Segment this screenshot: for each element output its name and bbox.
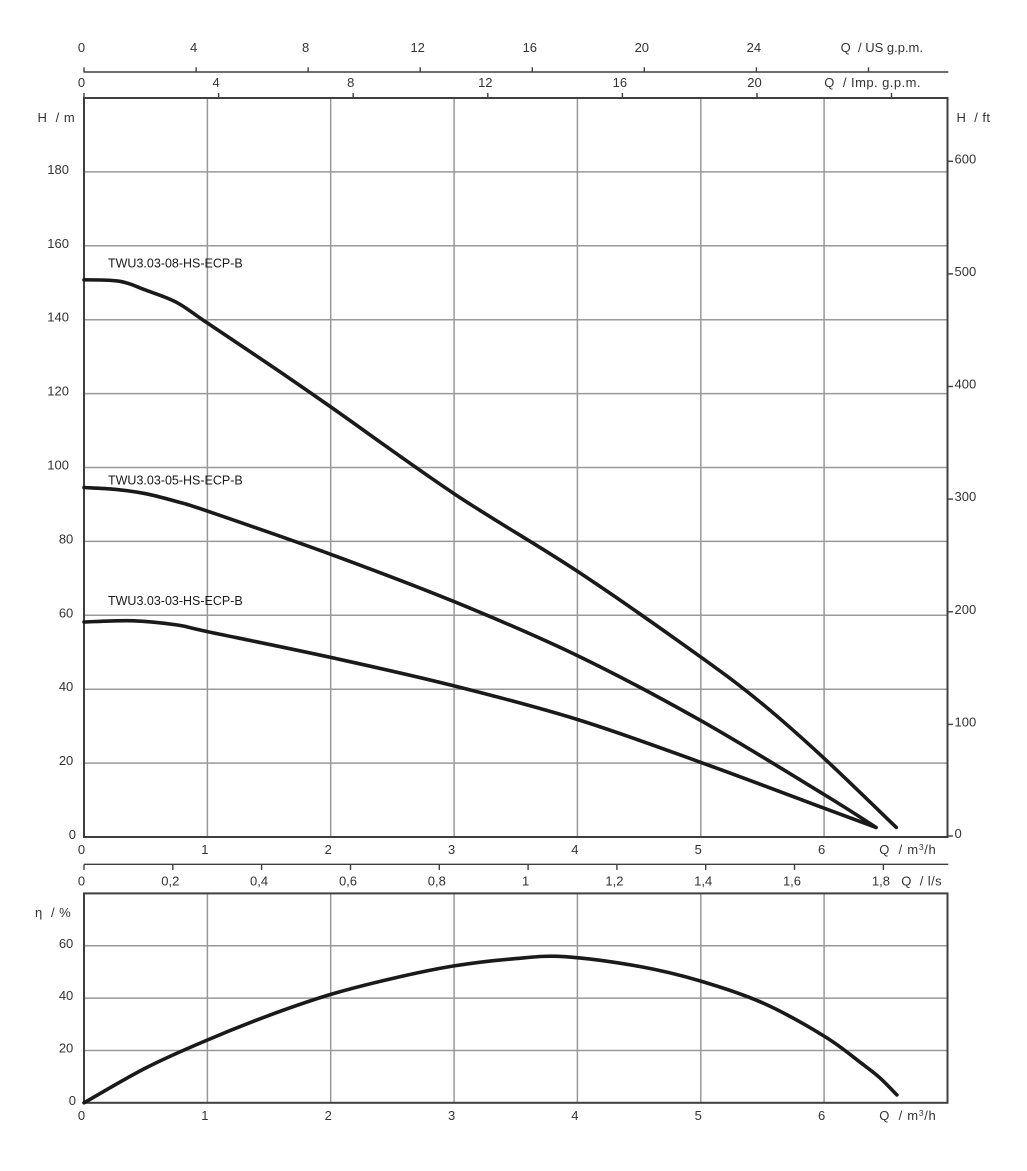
svg-text:20: 20: [59, 753, 73, 768]
svg-text:1,8: 1,8: [872, 874, 890, 889]
svg-text:0: 0: [78, 874, 85, 889]
svg-text:6: 6: [818, 842, 825, 857]
svg-text:0: 0: [78, 75, 85, 90]
svg-text:16: 16: [523, 40, 537, 55]
svg-text:0: 0: [78, 842, 85, 857]
svg-text:Q / US g.p.m.: Q / US g.p.m.: [841, 40, 923, 55]
svg-text:0: 0: [78, 40, 85, 55]
svg-text:1,2: 1,2: [605, 874, 623, 889]
svg-text:Q / m3/h: Q / m3/h: [879, 842, 936, 857]
svg-text:0,8: 0,8: [428, 874, 446, 889]
svg-text:500: 500: [955, 264, 977, 279]
svg-text:TWU3.03-08-HS-ECP-B: TWU3.03-08-HS-ECP-B: [108, 257, 243, 271]
svg-text:0: 0: [69, 1093, 76, 1108]
svg-text:5: 5: [695, 1108, 702, 1123]
svg-text:3: 3: [448, 1108, 455, 1123]
svg-text:0,6: 0,6: [339, 874, 357, 889]
svg-text:400: 400: [955, 377, 977, 392]
svg-text:20: 20: [635, 40, 649, 55]
svg-text:100: 100: [47, 458, 69, 473]
svg-text:80: 80: [59, 531, 73, 546]
svg-text:0: 0: [69, 827, 76, 842]
svg-text:8: 8: [347, 75, 354, 90]
svg-text:12: 12: [410, 40, 424, 55]
svg-text:0: 0: [955, 826, 962, 841]
svg-text:0,2: 0,2: [161, 874, 179, 889]
svg-text:8: 8: [302, 40, 309, 55]
svg-text:40: 40: [59, 988, 73, 1003]
svg-text:Q / l/s: Q / l/s: [901, 874, 942, 889]
svg-text:60: 60: [59, 605, 73, 620]
svg-text:TWU3.03-05-HS-ECP-B: TWU3.03-05-HS-ECP-B: [108, 474, 243, 488]
svg-text:12: 12: [478, 75, 492, 90]
svg-text:2: 2: [325, 1108, 332, 1123]
svg-text:TWU3.03-03-HS-ECP-B: TWU3.03-03-HS-ECP-B: [108, 594, 243, 608]
svg-text:1: 1: [201, 1108, 208, 1123]
svg-text:1,6: 1,6: [783, 874, 801, 889]
svg-text:Q / m3/h: Q / m3/h: [879, 1108, 936, 1123]
svg-text:300: 300: [955, 489, 977, 504]
svg-text:180: 180: [47, 162, 69, 177]
svg-text:20: 20: [59, 1041, 73, 1056]
svg-text:4: 4: [190, 40, 197, 55]
svg-text:24: 24: [747, 40, 761, 55]
svg-text:1,4: 1,4: [694, 874, 712, 889]
svg-text:600: 600: [955, 151, 977, 166]
svg-text:200: 200: [955, 602, 977, 617]
svg-text:3: 3: [448, 842, 455, 857]
svg-text:0: 0: [78, 1108, 85, 1123]
svg-text:4: 4: [571, 1108, 578, 1123]
svg-text:16: 16: [613, 75, 627, 90]
svg-text:2: 2: [325, 842, 332, 857]
svg-text:40: 40: [59, 679, 73, 694]
svg-text:4: 4: [571, 842, 578, 857]
svg-text:H / ft: H / ft: [957, 110, 991, 125]
svg-text:120: 120: [47, 384, 69, 399]
svg-text:0,4: 0,4: [250, 874, 268, 889]
svg-text:1: 1: [522, 874, 529, 889]
svg-text:H / m: H / m: [38, 110, 76, 125]
svg-text:160: 160: [47, 236, 69, 251]
svg-text:60: 60: [59, 936, 73, 951]
svg-text:Q / Imp. g.p.m.: Q / Imp. g.p.m.: [824, 75, 921, 90]
svg-text:5: 5: [695, 842, 702, 857]
svg-text:100: 100: [955, 714, 977, 729]
svg-text:20: 20: [747, 75, 761, 90]
svg-text:η / %: η / %: [35, 905, 71, 920]
svg-text:6: 6: [818, 1108, 825, 1123]
svg-text:4: 4: [212, 75, 219, 90]
svg-text:1: 1: [201, 842, 208, 857]
svg-text:140: 140: [47, 310, 69, 325]
